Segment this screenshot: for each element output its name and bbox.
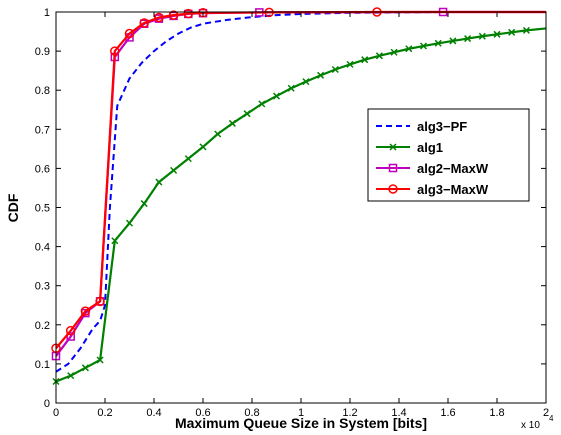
y-tick-label: 0.2 <box>35 320 50 332</box>
y-tick-label: 0.8 <box>35 85 50 97</box>
ticks-layer: 0 0.2 0.4 0.6 0.8 1 1.2 1.4 1.6 1.8 2 0 0.1 0.2 0.3 0.4… <box>35 7 549 419</box>
x-tick-label: 1.4 <box>391 407 406 419</box>
y-tick-label: 0 <box>44 398 50 410</box>
x-tick-label: 0.2 <box>97 407 112 419</box>
x-exponent-power: 4 <box>549 414 554 423</box>
series-1-point <box>331 65 339 74</box>
series-3-point <box>95 296 105 307</box>
y-tick-label: 0.5 <box>35 203 50 215</box>
series-1-point <box>243 110 251 118</box>
series-1-point <box>81 364 89 372</box>
series-1-point <box>272 92 281 100</box>
series-1-point <box>228 119 236 127</box>
series-1-point <box>170 166 178 174</box>
x-tick-label: 0.6 <box>195 407 210 419</box>
x-tick-label: 2 <box>543 407 549 419</box>
series-1-point <box>346 60 354 68</box>
y-tick-label: 0.9 <box>35 46 50 58</box>
series-1-point <box>302 78 310 86</box>
series-3-point <box>183 8 194 19</box>
y-tick-label: 1 <box>44 7 50 19</box>
legend-2-point <box>388 163 398 173</box>
y-tick-label: 0.7 <box>35 124 50 136</box>
series-3-point <box>168 10 179 20</box>
series-3-point <box>65 325 76 336</box>
series-1-point <box>493 30 501 38</box>
series-1-point <box>111 237 119 245</box>
series-1-point <box>155 178 163 186</box>
series-1-point <box>522 26 530 34</box>
x-exponent-base: x 10 <box>521 420 540 431</box>
series-1-point <box>67 372 75 380</box>
x-tick-label: 0 <box>53 407 59 419</box>
series-3-point <box>80 306 91 316</box>
legend-item: alg1 <box>376 140 443 155</box>
y-axis-label: CDF <box>5 193 21 222</box>
legend-label: alg1 <box>417 140 443 155</box>
x-tick-label: 1.6 <box>440 407 455 419</box>
series-1-point <box>405 45 413 53</box>
series-1-point <box>434 39 442 47</box>
series-1-point <box>184 155 192 163</box>
plot-background <box>56 12 546 403</box>
series-1-point <box>96 356 104 364</box>
legend-item: alg2−MaxW <box>376 161 489 176</box>
series-1-point <box>317 71 325 79</box>
legend-items: alg3−PF alg1 alg2−MaxW alg3−MaxW <box>376 119 489 197</box>
series-1-point <box>478 32 486 40</box>
legend-item: alg3−PF <box>376 119 467 134</box>
legend-3-point <box>388 184 398 194</box>
series-1 <box>52 26 547 386</box>
series-3-point <box>110 46 120 56</box>
legend: alg3−PF alg1 alg2−MaxW alg3−MaxW <box>367 108 530 202</box>
series-1-line <box>55 27 547 383</box>
legend-label: alg3−PF <box>417 119 467 134</box>
series-1-point <box>361 56 369 64</box>
x-tick-label: 1.8 <box>489 407 504 419</box>
series-1-point <box>508 28 516 36</box>
legend-1-point <box>389 143 397 151</box>
legend-label: alg2−MaxW <box>417 161 489 176</box>
y-tick-label: 0.3 <box>35 281 50 293</box>
y-tick-label: 0.6 <box>35 163 50 175</box>
series-1-point <box>125 219 134 227</box>
x-axis-label: Maximum Queue Size in System [bits] <box>175 415 427 431</box>
legend-item: alg3−MaxW <box>376 182 489 197</box>
series-1-point <box>449 37 457 45</box>
series-1-point <box>390 48 398 56</box>
x-tick-label: 1 <box>298 407 304 419</box>
series-1-point <box>375 52 383 60</box>
series-1-point <box>258 100 266 108</box>
y-tick-label: 0.1 <box>35 359 50 371</box>
x-tick-label: 0.8 <box>244 407 259 419</box>
x-tick-label: 0.4 <box>146 407 161 419</box>
series-1-point <box>214 130 222 138</box>
x-tick-label: 1.2 <box>342 407 357 419</box>
series-3-point <box>139 18 149 28</box>
series-1-point <box>464 35 472 43</box>
series-1-point <box>287 84 295 92</box>
series-3-point <box>124 28 135 39</box>
y-tick-label: 0.4 <box>35 242 50 254</box>
series-1-point <box>199 143 207 151</box>
series-3-point <box>154 12 164 23</box>
series-1-point <box>140 200 148 208</box>
series-1-point <box>419 42 428 50</box>
legend-label: alg3−MaxW <box>417 182 489 197</box>
